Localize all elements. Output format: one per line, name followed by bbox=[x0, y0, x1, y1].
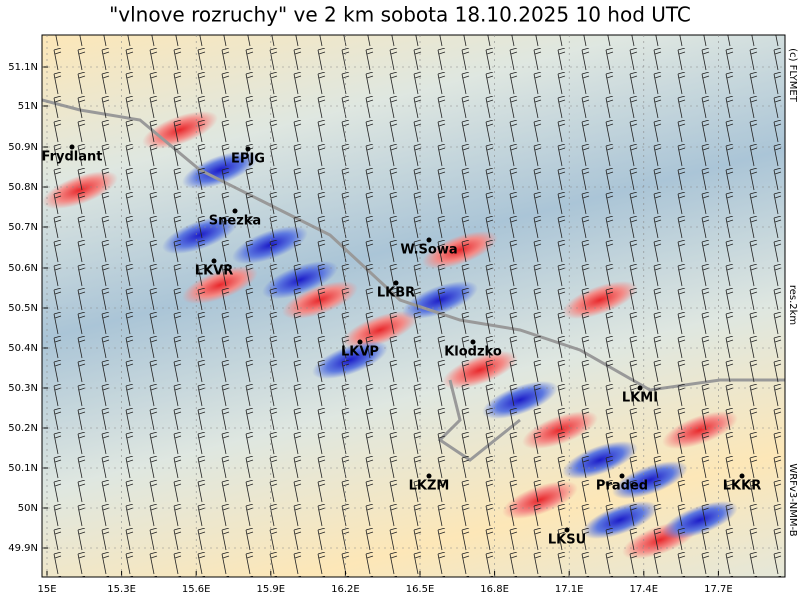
lat-tick-label: 51.1N bbox=[8, 62, 38, 73]
lon-tick-label: 15E bbox=[37, 584, 56, 595]
place-label: Snezka bbox=[209, 214, 261, 229]
lat-tick-label: 50.4N bbox=[8, 343, 38, 354]
lat-tick-label: 50.5N bbox=[8, 303, 38, 314]
place-marker bbox=[211, 258, 217, 264]
place-marker bbox=[564, 527, 570, 533]
lat-tick-label: 50.7N bbox=[8, 222, 38, 233]
side-label: WRFv3-NMM-B bbox=[787, 463, 798, 536]
side-label: (c) FLYMET bbox=[787, 48, 798, 103]
place-marker bbox=[637, 385, 643, 391]
lat-tick-label: 50.6N bbox=[8, 263, 38, 274]
lon-tick-label: 17.4E bbox=[630, 584, 659, 595]
map-frame bbox=[41, 34, 786, 578]
place-label: LKZM bbox=[409, 479, 450, 494]
place-label: EPJG bbox=[231, 152, 265, 167]
place-marker bbox=[426, 473, 432, 479]
lat-tick-label: 50.8N bbox=[8, 182, 38, 193]
lat-tick-label: 50.2N bbox=[8, 423, 38, 434]
lon-tick-label: 17.7E bbox=[704, 584, 733, 595]
place-label: W.Sowa bbox=[400, 243, 457, 258]
place-marker bbox=[232, 208, 238, 214]
place-label: LKVP bbox=[341, 345, 379, 360]
lat-tick-label: 50.3N bbox=[8, 383, 38, 394]
lon-tick-label: 16.5E bbox=[406, 584, 435, 595]
place-label: LKBR bbox=[377, 286, 415, 301]
map-title: "vlnove rozruchy" ve 2 km sobota 18.10.2… bbox=[109, 3, 691, 27]
lon-tick-label: 16.8E bbox=[480, 584, 509, 595]
lat-tick-label: 49.9N bbox=[8, 543, 38, 554]
place-label: LKKR bbox=[723, 479, 761, 494]
lon-tick-label: 15.9E bbox=[257, 584, 286, 595]
lon-tick-label: 17.1E bbox=[555, 584, 584, 595]
place-label: Praded bbox=[596, 479, 648, 494]
place-marker bbox=[393, 280, 399, 286]
place-label: LKSU bbox=[548, 533, 586, 548]
place-marker bbox=[426, 237, 432, 243]
place-marker bbox=[619, 473, 625, 479]
place-marker bbox=[739, 473, 745, 479]
lat-tick-label: 50.9N bbox=[8, 142, 38, 153]
lon-tick-label: 16.2E bbox=[331, 584, 360, 595]
place-marker bbox=[357, 339, 363, 345]
place-label: LKMI bbox=[622, 391, 658, 406]
field bbox=[42, 35, 785, 577]
lon-tick-label: 15.6E bbox=[182, 584, 211, 595]
lon-tick-label: 15.3E bbox=[107, 584, 136, 595]
place-marker bbox=[245, 146, 251, 152]
place-label: LKVR bbox=[195, 264, 233, 279]
side-label: res.2km bbox=[787, 285, 798, 325]
place-marker bbox=[69, 144, 75, 150]
place-marker bbox=[470, 339, 476, 345]
place-label: Klodzko bbox=[444, 345, 502, 360]
lat-tick-label: 50N bbox=[18, 503, 38, 514]
lat-tick-label: 51N bbox=[18, 101, 38, 112]
lat-tick-label: 50.1N bbox=[8, 463, 38, 474]
place-label: Frydlant bbox=[42, 150, 103, 165]
